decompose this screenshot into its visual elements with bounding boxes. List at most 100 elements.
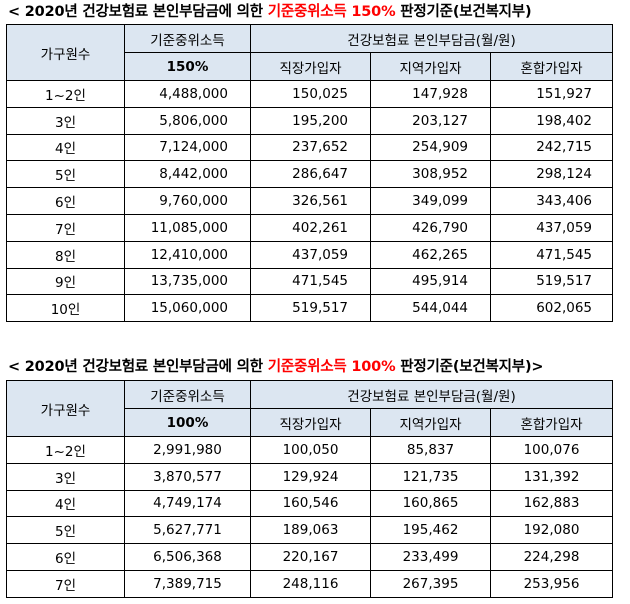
table-row: 3인 3,870,577 129,924 121,735 131,392 xyxy=(6,462,614,491)
table-cell: 8인 xyxy=(6,240,125,269)
table-cell: 189,063 xyxy=(250,516,371,545)
table-row: 5인 8,442,000 286,647 308,952 298,124 xyxy=(6,160,614,189)
table-cell: 495,914 xyxy=(370,267,491,296)
table-cell: 519,517 xyxy=(489,267,614,296)
header-mixed: 혼합가입자 xyxy=(489,52,614,81)
table-cell: 267,395 xyxy=(370,569,491,598)
table-cell: 160,865 xyxy=(370,489,491,518)
table-row: 4인 4,749,174 160,546 160,865 162,883 xyxy=(6,489,614,518)
table-100-body: 1~2인 2,991,980 100,050 85,837 100,076 3인 3,870… xyxy=(6,436,614,598)
table-cell: 3인 xyxy=(6,106,125,135)
title-suffix: 판정기준(보건복지부) xyxy=(395,4,532,20)
table-row: 4인 7,124,000 237,652 254,909 242,715 xyxy=(6,133,614,162)
table-cell: 349,099 xyxy=(370,187,491,215)
table-cell: 2,991,980 xyxy=(124,436,251,464)
table-cell: 437,059 xyxy=(250,240,371,269)
table-cell: 162,883 xyxy=(489,489,614,518)
header-income-label: 기준중위소득 xyxy=(124,24,251,53)
table-cell: 462,265 xyxy=(370,240,491,269)
header-employee: 직장가입자 xyxy=(250,52,371,81)
table-cell: 519,517 xyxy=(250,294,371,323)
table-100-title: < 2020년 건강보험료 본인부담금에 의한 기준중위소득 100% 판정기준… xyxy=(0,355,630,379)
header-income-pct: 100% xyxy=(124,408,251,437)
table-cell: 100,076 xyxy=(489,436,614,464)
header-mixed: 혼합가입자 xyxy=(489,408,614,437)
table-cell: 471,545 xyxy=(489,240,614,269)
table-cell: 4,749,174 xyxy=(124,489,251,518)
table-cell: 5,627,771 xyxy=(124,516,251,545)
table-cell: 426,790 xyxy=(370,213,491,242)
table-cell: 4,488,000 xyxy=(124,80,251,108)
table-cell: 402,261 xyxy=(250,213,371,242)
table-cell: 203,127 xyxy=(370,106,491,135)
table-cell: 11,085,000 xyxy=(124,213,251,242)
table-cell: 3,870,577 xyxy=(124,462,251,491)
table-cell: 100,050 xyxy=(250,436,371,464)
table-cell: 471,545 xyxy=(250,267,371,296)
header-regional: 지역가입자 xyxy=(370,52,491,81)
table-cell: 12,410,000 xyxy=(124,240,251,269)
table-cell: 150,025 xyxy=(250,80,371,108)
table-row: 1~2인 2,991,980 100,050 85,837 100,076 xyxy=(6,436,614,464)
table-cell: 6인 xyxy=(6,187,125,215)
table-cell: 9인 xyxy=(6,267,125,296)
table-cell: 4인 xyxy=(6,133,125,162)
table-cell: 437,059 xyxy=(489,213,614,242)
table-cell: 129,924 xyxy=(250,462,371,491)
table-cell: 10인 xyxy=(6,294,125,323)
table-100: 가구원수 기준중위소득 건강보험료 본인부담금(월/원) 100% 직장가입자 … xyxy=(6,380,614,598)
table-cell: 4인 xyxy=(6,489,125,518)
table-cell: 220,167 xyxy=(250,543,371,571)
table-cell: 195,462 xyxy=(370,516,491,545)
table-cell: 147,928 xyxy=(370,80,491,108)
table-cell: 5인 xyxy=(6,516,125,545)
table-cell: 198,402 xyxy=(489,106,614,135)
table-row: 5인 5,627,771 189,063 195,462 192,080 xyxy=(6,516,614,545)
header-premium-group: 건강보험료 본인부담금(월/원) xyxy=(249,24,614,53)
header-premium-group: 건강보험료 본인부담금(월/원) xyxy=(249,380,614,409)
table-row: 7인 11,085,000 402,261 426,790 437,059 xyxy=(6,213,614,242)
table-cell: 85,837 xyxy=(370,436,491,464)
table-cell: 1~2인 xyxy=(6,80,125,108)
table-cell: 7,124,000 xyxy=(124,133,251,162)
table-row: 3인 5,806,000 195,200 203,127 198,402 xyxy=(6,106,614,135)
table-cell: 286,647 xyxy=(250,160,371,189)
table-cell: 242,715 xyxy=(489,133,614,162)
table-row: 10인 15,060,000 519,517 544,044 602,065 xyxy=(6,294,614,323)
table-cell: 5,806,000 xyxy=(124,106,251,135)
table-cell: 8,442,000 xyxy=(124,160,251,189)
table-100-section: < 2020년 건강보험료 본인부담금에 의한 기준중위소득 100% 판정기준… xyxy=(0,355,630,379)
table-150-section: < 2020년 건강보험료 본인부담금에 의한 기준중위소득 150% 판정기준… xyxy=(0,0,630,24)
table-cell: 602,065 xyxy=(489,294,614,323)
table-row: 9인 13,735,000 471,545 495,914 519,517 xyxy=(6,267,614,296)
table-cell: 192,080 xyxy=(489,516,614,545)
title-suffix: 판정기준(보건복지부)> xyxy=(395,359,544,375)
header-income-pct: 150% xyxy=(124,52,251,81)
title-prefix: < 2020년 건강보험료 본인부담금에 의한 xyxy=(8,359,268,375)
title-highlight: 기준중위소득 100% xyxy=(267,359,396,375)
table-cell: 248,116 xyxy=(250,569,371,598)
header-household: 가구원수 xyxy=(6,380,125,437)
table-row: 6인 6,506,368 220,167 233,499 224,298 xyxy=(6,543,614,571)
table-cell: 195,200 xyxy=(250,106,371,135)
table-cell: 15,060,000 xyxy=(124,294,251,323)
table-cell: 6인 xyxy=(6,543,125,571)
title-prefix: < 2020년 건강보험료 본인부담금에 의한 xyxy=(8,4,268,20)
header-income-label: 기준중위소득 xyxy=(124,380,251,409)
table-cell: 253,956 xyxy=(489,569,614,598)
title-highlight: 기준중위소득 150% xyxy=(267,4,396,20)
table-cell: 224,298 xyxy=(489,543,614,571)
table-row: 7인 7,389,715 248,116 267,395 253,956 xyxy=(6,569,614,598)
table-cell: 6,506,368 xyxy=(124,543,251,571)
table-cell: 298,124 xyxy=(489,160,614,189)
header-regional: 지역가입자 xyxy=(370,408,491,437)
table-150: 가구원수 기준중위소득 건강보험료 본인부담금(월/원) 150% 직장가입자 … xyxy=(6,24,614,323)
table-row: 6인 9,760,000 326,561 349,099 343,406 xyxy=(6,187,614,215)
table-cell: 3인 xyxy=(6,462,125,491)
table-cell: 326,561 xyxy=(250,187,371,215)
table-cell: 343,406 xyxy=(489,187,614,215)
table-cell: 5인 xyxy=(6,160,125,189)
table-cell: 7인 xyxy=(6,213,125,242)
table-cell: 233,499 xyxy=(370,543,491,571)
table-cell: 1~2인 xyxy=(6,436,125,464)
